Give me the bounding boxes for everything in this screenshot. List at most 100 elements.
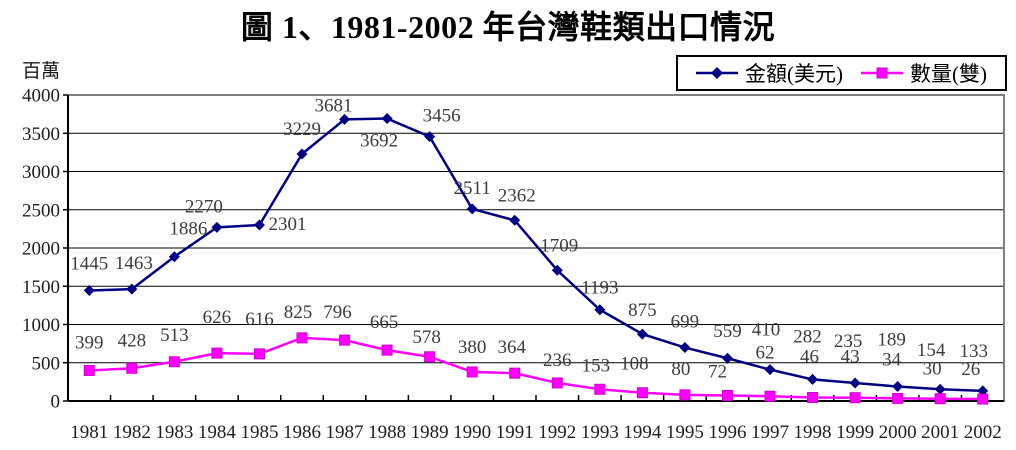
amount-data-point bbox=[339, 113, 351, 125]
amount-data-label: 1193 bbox=[581, 278, 618, 299]
amount-data-label: 3692 bbox=[360, 131, 398, 152]
x-tick-label: 1991 bbox=[496, 422, 534, 443]
quantity-data-point bbox=[168, 356, 180, 368]
amount-data-point bbox=[424, 131, 436, 143]
quantity-data-label: 380 bbox=[458, 337, 487, 358]
legend-item-amount: 金額(美元) bbox=[696, 58, 843, 88]
amount-data-label: 699 bbox=[671, 312, 700, 333]
x-tick-label: 1993 bbox=[581, 422, 619, 443]
x-tick-label: 1996 bbox=[708, 422, 746, 443]
x-tick-label: 1986 bbox=[283, 422, 321, 443]
amount-data-label: 133 bbox=[959, 341, 988, 362]
quantity-series-marker-icon bbox=[861, 67, 903, 79]
amount-data-label: 1445 bbox=[70, 253, 108, 274]
quantity-data-label: 616 bbox=[245, 309, 274, 330]
amount-data-point bbox=[849, 377, 861, 389]
quantity-data-label: 43 bbox=[841, 347, 860, 368]
y-tick-label: 1500 bbox=[22, 277, 60, 298]
amount-data-label: 189 bbox=[877, 330, 906, 351]
amount-data-label: 2511 bbox=[454, 178, 491, 199]
quantity-data-label: 153 bbox=[582, 355, 611, 376]
amount-data-label: 1463 bbox=[115, 253, 153, 274]
legend-label-quantity: 數量(雙) bbox=[910, 62, 987, 86]
amount-data-point bbox=[253, 219, 265, 231]
quantity-data-point bbox=[551, 377, 563, 389]
quantity-data-point bbox=[424, 351, 436, 363]
amount-data-label: 2270 bbox=[185, 196, 223, 217]
quantity-data-point bbox=[126, 362, 138, 374]
amount-data-point bbox=[466, 203, 478, 215]
quantity-series-line bbox=[89, 336, 983, 401]
quantity-data-point bbox=[253, 348, 265, 360]
amount-data-label: 2301 bbox=[268, 214, 306, 235]
quantity-data-label: 796 bbox=[323, 302, 352, 323]
quantity-data-point bbox=[636, 387, 648, 399]
amount-data-label: 1709 bbox=[540, 235, 578, 256]
x-tick-label: 1999 bbox=[836, 422, 874, 443]
x-tick-label: 2001 bbox=[921, 422, 959, 443]
quantity-data-label: 513 bbox=[160, 325, 189, 346]
x-tick-label: 1992 bbox=[538, 422, 576, 443]
legend-box: 金額(美元) 數量(雙) bbox=[676, 55, 1007, 91]
quantity-data-label: 825 bbox=[284, 302, 313, 323]
quantity-data-point bbox=[679, 389, 691, 401]
y-axis-unit-label: 百萬 bbox=[22, 61, 61, 82]
x-tick-label: 1995 bbox=[666, 422, 704, 443]
y-tick-label: 2000 bbox=[22, 239, 60, 260]
y-tick-label: 500 bbox=[32, 353, 61, 374]
x-tick-label: 2002 bbox=[964, 422, 1002, 443]
amount-data-point bbox=[126, 283, 138, 295]
amount-data-point bbox=[509, 214, 521, 226]
amount-data-label: 2362 bbox=[498, 185, 536, 206]
y-tick-label: 1000 bbox=[22, 315, 60, 336]
amount-data-point bbox=[211, 221, 223, 233]
amount-data-point bbox=[892, 381, 904, 393]
x-tick-label: 1982 bbox=[113, 422, 151, 443]
y-tick-label: 0 bbox=[51, 392, 61, 413]
quantity-data-point bbox=[764, 390, 776, 402]
amount-data-point bbox=[594, 304, 606, 316]
quantity-data-point bbox=[211, 347, 223, 359]
quantity-data-label: 578 bbox=[412, 327, 441, 348]
quantity-data-point bbox=[381, 344, 393, 356]
amount-data-label: 1886 bbox=[169, 219, 207, 240]
quantity-data-label: 108 bbox=[620, 354, 649, 375]
quantity-data-point bbox=[892, 392, 904, 404]
amount-data-label: 875 bbox=[628, 300, 657, 321]
amount-data-point bbox=[679, 342, 691, 354]
amount-data-point bbox=[764, 364, 776, 376]
quantity-data-point bbox=[594, 383, 606, 395]
x-tick-label: 1981 bbox=[70, 422, 108, 443]
quantity-data-label: 665 bbox=[370, 312, 399, 333]
quantity-data-label: 34 bbox=[882, 349, 902, 370]
quantity-data-label: 428 bbox=[118, 330, 147, 351]
quantity-data-label: 80 bbox=[671, 359, 690, 380]
y-tick-label: 2500 bbox=[22, 200, 60, 221]
x-tick-label: 1984 bbox=[198, 422, 237, 443]
quantity-data-point bbox=[934, 393, 946, 405]
amount-data-point bbox=[168, 251, 180, 263]
quantity-data-point bbox=[977, 393, 989, 405]
quantity-data-point bbox=[509, 367, 521, 379]
quantity-data-point bbox=[721, 389, 733, 401]
legend-item-quantity: 數量(雙) bbox=[861, 58, 987, 88]
x-tick-label: 1988 bbox=[368, 422, 406, 443]
amount-data-label: 3229 bbox=[283, 119, 321, 140]
x-tick-label: 1983 bbox=[155, 422, 193, 443]
y-tick-label: 3000 bbox=[22, 162, 60, 183]
x-tick-label: 1989 bbox=[411, 422, 449, 443]
amount-data-label: 235 bbox=[834, 331, 863, 352]
amount-data-label: 410 bbox=[752, 320, 781, 341]
x-tick-label: 1990 bbox=[453, 422, 491, 443]
x-tick-label: 1987 bbox=[326, 422, 364, 443]
x-tick-label: 1997 bbox=[751, 422, 789, 443]
quantity-data-point bbox=[339, 334, 351, 346]
amount-data-label: 3456 bbox=[423, 106, 461, 127]
quantity-data-label: 236 bbox=[543, 350, 572, 371]
amount-data-label: 559 bbox=[713, 321, 742, 342]
x-tick-label: 1994 bbox=[623, 422, 662, 443]
amount-data-point bbox=[83, 284, 95, 296]
amount-data-point bbox=[934, 383, 946, 395]
amount-data-point bbox=[807, 373, 819, 385]
x-tick-label: 2000 bbox=[879, 422, 917, 443]
